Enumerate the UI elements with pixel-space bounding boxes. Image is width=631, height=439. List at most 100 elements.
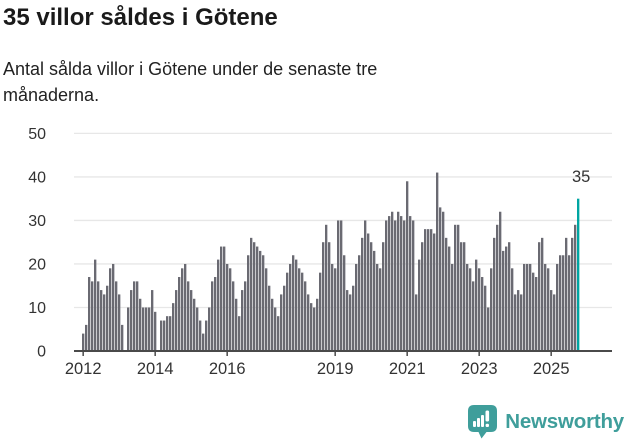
bar xyxy=(562,255,565,351)
bar xyxy=(478,268,481,351)
bar xyxy=(217,259,220,351)
bar xyxy=(430,229,433,351)
bar xyxy=(181,268,184,351)
bar xyxy=(448,246,451,351)
bar-chart-canvas: 0 10 20 30 40 50 2012 2014 2016 2019 2021 2023 2025 3… xyxy=(28,126,612,378)
y-axis-tick-label: 30 xyxy=(28,213,46,230)
bar xyxy=(184,263,187,351)
x-axis-tick-label: 2019 xyxy=(317,360,354,378)
bar xyxy=(349,294,352,351)
bar xyxy=(541,237,544,351)
y-axis-tick-label: 50 xyxy=(28,126,46,143)
bar xyxy=(313,307,316,351)
bar xyxy=(286,272,289,351)
bar xyxy=(346,290,349,351)
bar xyxy=(529,263,532,351)
bar xyxy=(544,263,547,351)
bar xyxy=(262,255,265,351)
bar xyxy=(235,298,238,351)
bar xyxy=(82,333,85,351)
bar xyxy=(136,281,139,351)
newsworthy-wordmark: Newsworthy xyxy=(505,409,624,433)
bar xyxy=(268,285,271,351)
bar xyxy=(493,237,496,351)
bar xyxy=(436,172,439,351)
bar xyxy=(427,229,430,351)
bar xyxy=(433,233,436,351)
chart-subtitle: Antal sålda villor i Götene under de sen… xyxy=(3,59,378,105)
bar xyxy=(412,220,415,351)
bar xyxy=(193,298,196,351)
bar xyxy=(319,272,322,351)
bar xyxy=(496,224,499,351)
bar xyxy=(556,263,559,351)
bar xyxy=(565,237,568,351)
bar xyxy=(94,259,97,351)
bar xyxy=(343,255,346,351)
bar xyxy=(208,307,211,351)
bar xyxy=(91,281,94,351)
chart-title: 35 villor såldes i Götene xyxy=(3,4,278,31)
bar xyxy=(175,290,178,351)
bar xyxy=(85,324,88,351)
bar xyxy=(325,224,328,351)
bar xyxy=(442,211,445,351)
y-axis-tick-label: 40 xyxy=(28,169,46,186)
bar xyxy=(571,237,574,351)
bar xyxy=(370,242,373,351)
bar xyxy=(298,268,301,351)
bar xyxy=(310,303,313,351)
bar xyxy=(301,272,304,351)
bar xyxy=(418,259,421,351)
bar xyxy=(568,255,571,351)
bar xyxy=(400,216,403,351)
bar xyxy=(229,268,232,351)
bar xyxy=(382,242,385,351)
bar xyxy=(295,259,298,351)
bar-highlight-latest xyxy=(577,198,580,351)
bar xyxy=(424,229,427,351)
newsworthy-bubble-chart-icon xyxy=(468,405,498,439)
y-axis-tick-label: 0 xyxy=(37,344,46,361)
bar xyxy=(133,281,136,351)
bar xyxy=(391,211,394,351)
bar xyxy=(508,242,511,351)
bar xyxy=(337,220,340,351)
bar xyxy=(121,324,124,351)
bar xyxy=(340,220,343,351)
bar xyxy=(241,290,244,351)
bar xyxy=(532,272,535,351)
bar xyxy=(220,246,223,351)
bar xyxy=(88,277,91,351)
bar xyxy=(475,259,478,351)
x-axis-tick-label: 2014 xyxy=(137,360,174,378)
bar xyxy=(484,285,487,351)
bar xyxy=(142,307,145,351)
bar xyxy=(457,224,460,351)
bar xyxy=(151,290,154,351)
bar xyxy=(490,268,493,351)
bar xyxy=(547,268,550,351)
bar xyxy=(379,268,382,351)
bar xyxy=(451,263,454,351)
bar xyxy=(394,220,397,351)
bar xyxy=(247,255,250,351)
bar xyxy=(190,290,193,351)
bar xyxy=(139,298,142,351)
bar xyxy=(127,307,130,351)
bar xyxy=(304,281,307,351)
bar xyxy=(439,207,442,351)
y-axis-tick-label: 10 xyxy=(28,300,46,317)
bar xyxy=(223,246,226,351)
bar xyxy=(100,290,103,351)
bar xyxy=(265,268,268,351)
bar xyxy=(334,268,337,351)
bar xyxy=(514,294,517,351)
bar xyxy=(280,294,283,351)
bar xyxy=(253,242,256,351)
bar xyxy=(550,290,553,351)
bar xyxy=(250,237,253,351)
bar xyxy=(232,281,235,351)
bar xyxy=(109,268,112,351)
bar xyxy=(352,285,355,351)
